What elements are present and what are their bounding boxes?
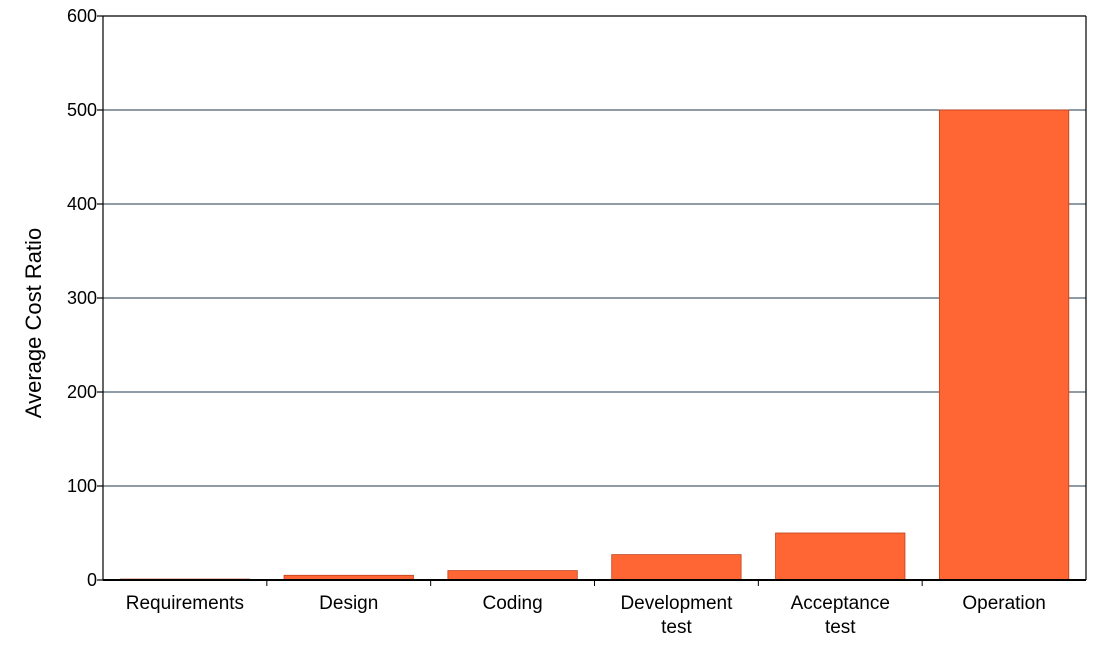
y-tick-label: 500 (67, 100, 97, 120)
y-tick-label: 100 (67, 476, 97, 496)
x-tick-label: Development test (620, 593, 733, 638)
x-tick-labels: Requirements Design Coding Development test A… (126, 593, 1046, 638)
x-tick-label: Requirements (126, 593, 244, 614)
y-tick-labels: 0 100 200 300 400 500 600 (67, 6, 97, 590)
x-tick-label: Design (319, 593, 378, 614)
y-axis-label: Average Cost Ratio (21, 228, 46, 418)
y-tick-label: 200 (67, 382, 97, 402)
bar-acceptance-test (775, 532, 906, 581)
bar-coding (447, 570, 578, 581)
x-tick-label: Coding (482, 593, 542, 614)
y-tick-label: 0 (87, 570, 97, 590)
axes (97, 15, 1087, 586)
bar-development-test (611, 554, 742, 581)
y-tick-label: 300 (67, 288, 97, 308)
bars (119, 109, 1070, 581)
x-tick-label: Acceptance test (791, 593, 890, 638)
y-tick-label: 600 (67, 6, 97, 26)
bar-operation (938, 109, 1070, 581)
grid-lines (103, 15, 1086, 487)
x-tick-label: Operation (962, 593, 1045, 614)
y-tick-label: 400 (67, 194, 97, 214)
